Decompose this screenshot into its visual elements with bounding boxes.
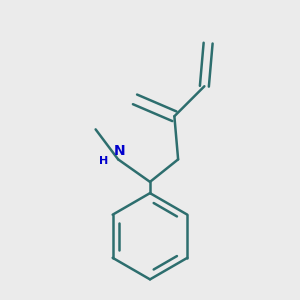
Text: N: N [114,144,126,158]
Text: H: H [99,156,109,166]
